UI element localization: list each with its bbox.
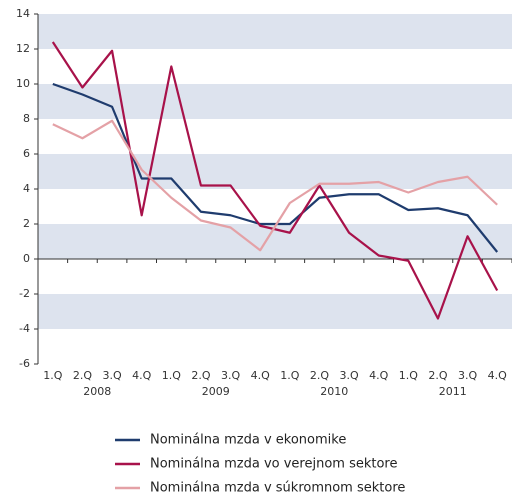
- y-tick-label: 0: [23, 252, 30, 265]
- grid-band: [38, 84, 512, 119]
- year-label: 2011: [439, 385, 467, 398]
- x-tick-label: 1.Q: [162, 369, 181, 382]
- x-tick-label: 3.Q: [458, 369, 477, 382]
- x-tick-label: 1.Q: [43, 369, 62, 382]
- x-tick-label: 2.Q: [310, 369, 329, 382]
- x-tick-label: 3.Q: [339, 369, 358, 382]
- x-tick-label: 4.Q: [369, 369, 388, 382]
- x-tick-label: 3.Q: [221, 369, 240, 382]
- x-tick-label: 1.Q: [280, 369, 299, 382]
- year-label: 2008: [83, 385, 111, 398]
- x-tick-label: 2.Q: [73, 369, 92, 382]
- x-tick-label: 1.Q: [399, 369, 418, 382]
- y-tick-label: 8: [23, 112, 30, 125]
- y-tick-label: -4: [19, 322, 30, 335]
- y-tick-label: 10: [16, 77, 30, 90]
- y-tick-label: 14: [16, 7, 30, 20]
- legend-label: Nominálna mzda v súkromnom sektore: [150, 481, 405, 496]
- y-tick-label: 6: [23, 147, 30, 160]
- y-tick-label: 12: [16, 42, 30, 55]
- legend-label: Nominálna mzda vo verejnom sektore: [150, 457, 397, 472]
- x-tick-label: 3.Q: [102, 369, 121, 382]
- x-tick-label: 4.Q: [488, 369, 507, 382]
- y-tick-label: -2: [19, 287, 30, 300]
- year-label: 2009: [202, 385, 230, 398]
- x-tick-label: 2.Q: [428, 369, 447, 382]
- legend-label: Nominálna mzda v ekonomike: [150, 433, 346, 448]
- series-line: [52, 82, 499, 253]
- grid-band: [38, 294, 512, 329]
- series-line: [51, 41, 499, 320]
- series-line: [52, 119, 498, 252]
- year-label: 2010: [320, 385, 348, 398]
- x-tick-label: 4.Q: [132, 369, 151, 382]
- x-tick-label: 4.Q: [251, 369, 270, 382]
- grid-band: [38, 154, 512, 189]
- x-tick-label: 2.Q: [191, 369, 210, 382]
- y-tick-label: 2: [23, 217, 30, 230]
- y-tick-label: 4: [23, 182, 30, 195]
- grid-band: [38, 14, 512, 49]
- y-tick-label: -6: [19, 357, 30, 370]
